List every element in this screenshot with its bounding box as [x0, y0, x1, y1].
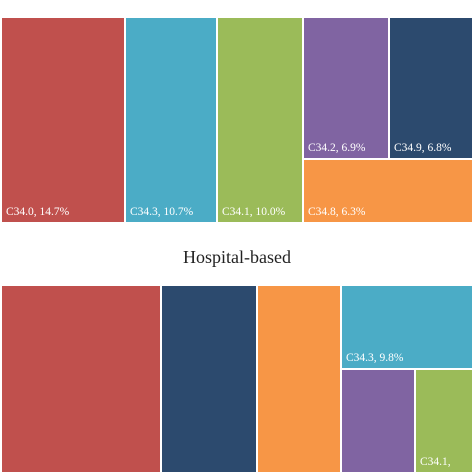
treemap-cell-C34-2: C34.2, 6.9%	[302, 16, 390, 160]
treemap-bottom: C34.3, 9.8% C34.1,	[0, 284, 474, 474]
treemap-cell-2	[256, 284, 342, 474]
cell-label: C34.9, 6.8%	[394, 141, 452, 154]
cell-label: C34.2, 6.9%	[308, 141, 366, 154]
treemap-cell-C34-1: C34.1, 10.0%	[216, 16, 304, 224]
cell-label: C34.8, 6.3%	[308, 205, 366, 218]
cell-label: C34.1,	[420, 455, 451, 468]
treemap-cell-C34-9: C34.9, 6.8%	[388, 16, 474, 160]
treemap-cell-0	[0, 284, 162, 474]
chart-title-hospital-based: Hospital-based	[183, 247, 291, 267]
cell-label: C34.3, 9.8%	[346, 351, 404, 364]
treemap-cell-C34-1: C34.1,	[414, 368, 474, 474]
treemap-cell-4	[340, 368, 416, 474]
cell-label: C34.3, 10.7%	[130, 205, 194, 218]
treemap-cell-1	[160, 284, 258, 474]
cell-label: C34.0, 14.7%	[6, 205, 70, 218]
treemap-cell-C34-3: C34.3, 9.8%	[340, 284, 474, 370]
cell-label: C34.1, 10.0%	[222, 205, 286, 218]
treemap-top: C34.0, 14.7% C34.3, 10.7% C34.1, 10.0% C34.…	[0, 0, 474, 224]
treemap-cell-C34-0: C34.0, 14.7%	[0, 16, 126, 224]
treemap-cell-C34-8: C34.8, 6.3%	[302, 158, 474, 224]
treemap-cell-C34-3: C34.3, 10.7%	[124, 16, 218, 224]
